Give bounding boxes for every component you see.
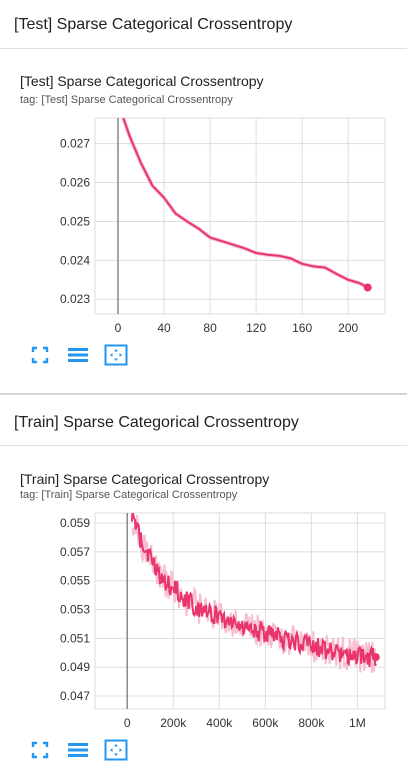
card-title-train: [Train] Sparse Categorical Crossentropy bbox=[20, 471, 270, 487]
section-header-test[interactable]: [Test] Sparse Categorical Crossentropy bbox=[14, 16, 293, 33]
y-tick-label: 0.023 bbox=[60, 292, 90, 306]
series-group bbox=[130, 513, 377, 674]
y-tick-label: 0.049 bbox=[60, 660, 90, 674]
y-tick-label: 0.059 bbox=[60, 516, 90, 530]
plot-frame bbox=[94, 117, 386, 315]
y-tick-label: 0.051 bbox=[60, 631, 90, 645]
raw-series-line bbox=[121, 118, 369, 290]
series-group bbox=[121, 118, 369, 290]
series-line bbox=[122, 118, 369, 289]
plot-frame bbox=[94, 512, 386, 710]
x-tick-label: 600k bbox=[252, 716, 279, 730]
chart-toolbar-test bbox=[28, 344, 128, 366]
card-tag-test: tag: [Test] Sparse Categorical Crossentr… bbox=[20, 94, 233, 106]
fullscreen-icon[interactable] bbox=[28, 344, 52, 366]
x-tick-label: 160 bbox=[292, 321, 312, 335]
series-endpoint bbox=[363, 283, 372, 292]
section-divider bbox=[0, 445, 407, 446]
x-tick-label: 40 bbox=[157, 321, 171, 335]
y-tick-label: 0.047 bbox=[60, 689, 90, 703]
x-tick-label: 0 bbox=[124, 716, 131, 730]
card-tag-train: tag: [Train] Sparse Categorical Crossent… bbox=[20, 489, 238, 501]
x-tick-label: 80 bbox=[203, 321, 217, 335]
x-tick-label: 1M bbox=[349, 716, 366, 730]
chart-toolbar-train bbox=[28, 739, 128, 761]
fit-domain-icon[interactable] bbox=[104, 739, 128, 761]
y-tick-label: 0.026 bbox=[60, 176, 90, 190]
y-tick-label: 0.055 bbox=[60, 574, 90, 588]
x-tick-label: 120 bbox=[246, 321, 266, 335]
list-icon[interactable] bbox=[66, 739, 90, 761]
x-tick-label: 200k bbox=[160, 716, 187, 730]
y-tick-label: 0.027 bbox=[60, 137, 90, 151]
section-divider bbox=[0, 48, 407, 49]
series-line bbox=[130, 513, 377, 667]
section-header-train[interactable]: [Train] Sparse Categorical Crossentropy bbox=[14, 414, 299, 431]
list-icon[interactable] bbox=[66, 344, 90, 366]
fit-domain-icon[interactable] bbox=[104, 344, 128, 366]
x-tick-label: 800k bbox=[298, 716, 325, 730]
x-tick-label: 0 bbox=[115, 321, 122, 335]
x-tick-label: 200 bbox=[338, 321, 358, 335]
card-title-test: [Test] Sparse Categorical Crossentropy bbox=[20, 73, 264, 89]
train-loss-chart[interactable]: 0 200k 400k 600k 800k 1M 0.047 0.049 0.051 0.053 0… bbox=[0, 505, 407, 737]
y-tick-label: 0.024 bbox=[60, 253, 90, 267]
fullscreen-icon[interactable] bbox=[28, 739, 52, 761]
series-endpoint bbox=[371, 653, 380, 662]
raw-series-line bbox=[131, 514, 377, 674]
x-tick-label: 400k bbox=[206, 716, 233, 730]
section-divider bbox=[0, 393, 407, 395]
y-tick-label: 0.025 bbox=[60, 214, 90, 228]
y-tick-label: 0.057 bbox=[60, 545, 90, 559]
y-tick-label: 0.053 bbox=[60, 603, 90, 617]
test-loss-chart[interactable]: 0 40 80 120 160 200 0.023 0.024 0.025 0.026 0.027 bbox=[0, 110, 407, 340]
